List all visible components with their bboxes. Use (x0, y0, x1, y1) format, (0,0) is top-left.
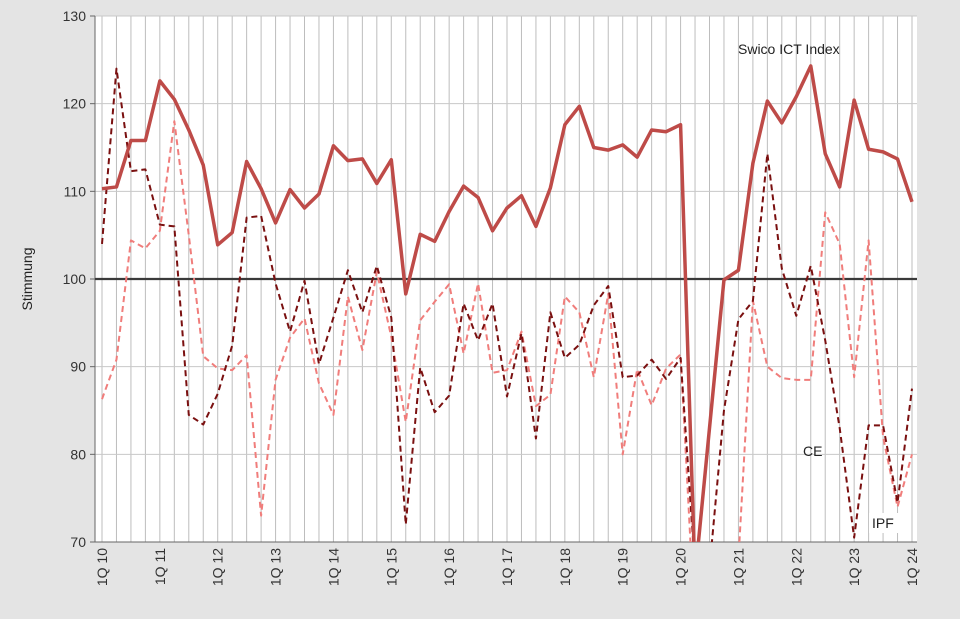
x-tick-label: 1Q 13 (268, 548, 284, 586)
x-tick-label: 1Q 20 (673, 548, 689, 586)
x-tick-label: 1Q 11 (152, 548, 168, 585)
series-group (101, 64, 914, 542)
y-tick-label: 100 (63, 271, 87, 287)
series-label: Swico ICT Index (738, 41, 840, 57)
y-axis-label: Stimmung (19, 247, 35, 310)
y-tick-label: 110 (64, 183, 87, 199)
y-tick-label: 90 (70, 359, 86, 375)
series-line (101, 64, 914, 542)
x-tick-label: 1Q 14 (325, 548, 341, 586)
x-tick-label: 1Q 21 (730, 548, 746, 586)
x-tick-label: 1Q 10 (94, 548, 110, 586)
x-tick-label: 1Q 19 (615, 548, 631, 586)
x-tick-label: 1Q 18 (557, 548, 573, 586)
y-tick-label: 120 (63, 96, 87, 112)
series-label: CE (803, 443, 822, 459)
x-tick-label: 1Q 16 (441, 548, 457, 586)
label-bg (869, 513, 901, 533)
x-tick-label: 1Q 17 (499, 548, 515, 586)
x-tick-label: 1Q 22 (788, 548, 804, 586)
series-line (101, 120, 913, 542)
series-label: IPF (872, 515, 894, 531)
y-tick-label: 80 (70, 446, 86, 462)
y-tick-label: 70 (70, 534, 86, 550)
x-tick-label: 1Q 24 (904, 548, 920, 586)
y-tick-label: 130 (63, 8, 87, 24)
x-tick-label: 1Q 12 (210, 548, 226, 586)
x-tick-label: 1Q 15 (383, 548, 399, 586)
series-line (101, 67, 913, 542)
x-tick-label: 1Q 23 (846, 548, 862, 586)
